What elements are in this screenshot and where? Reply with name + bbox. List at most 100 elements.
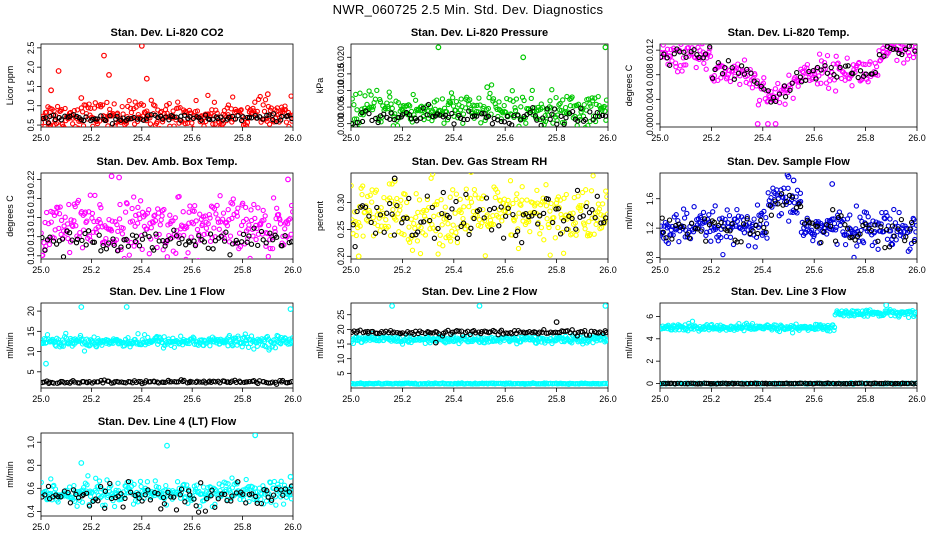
data-point	[378, 205, 384, 211]
data-point	[883, 209, 889, 216]
data-point	[157, 222, 163, 228]
data-point	[830, 227, 836, 233]
data-point	[715, 77, 721, 84]
x-tick-label: 25.0	[651, 265, 669, 275]
data-point	[499, 214, 506, 220]
data-point	[214, 202, 220, 209]
data-point	[397, 207, 403, 213]
data-point	[109, 121, 116, 127]
data-point	[702, 51, 709, 57]
data-point	[729, 68, 736, 74]
chart-title: Stan. Dev. Amb. Box Temp.	[97, 156, 238, 168]
data-point	[47, 234, 53, 240]
data-point	[744, 66, 750, 73]
data-point	[388, 101, 394, 107]
data-point	[603, 329, 608, 336]
data-point	[171, 344, 178, 350]
x-tick-label: 25.6	[183, 133, 201, 143]
data-point	[62, 214, 68, 220]
data-point	[809, 220, 815, 226]
data-point	[482, 253, 488, 259]
data-point	[773, 98, 779, 105]
data-point	[831, 380, 837, 387]
data-point	[287, 216, 293, 222]
x-tick-label: 26.0	[284, 522, 302, 532]
data-point	[132, 223, 138, 229]
data-point	[561, 195, 567, 201]
data-point	[193, 379, 199, 386]
data-point	[707, 46, 713, 52]
data-point	[253, 236, 259, 243]
data-point	[735, 213, 742, 219]
data-point	[569, 108, 576, 115]
data-point	[164, 254, 170, 259]
data-point	[537, 231, 543, 237]
data-point	[238, 222, 245, 229]
y-tick-label: 0.8	[645, 251, 655, 264]
data-point	[126, 98, 132, 104]
data-point	[768, 89, 774, 95]
data-point	[219, 216, 226, 222]
data-point	[832, 238, 839, 244]
data-point	[512, 105, 518, 111]
data-point	[263, 243, 269, 249]
data-point	[513, 96, 520, 102]
data-point	[134, 220, 141, 226]
data-point	[91, 239, 98, 245]
data-point	[910, 44, 915, 45]
y-axis-label: percent	[315, 200, 325, 231]
data-point	[582, 116, 588, 123]
data-point	[286, 489, 293, 495]
y-tick-label: 0.010	[336, 79, 346, 102]
data-point	[395, 99, 401, 106]
data-point	[174, 479, 181, 485]
data-point	[509, 122, 515, 127]
data-point	[754, 78, 761, 84]
chart-title: Stan. Dev. Li-820 CO2	[111, 27, 224, 39]
x-tick-label: 25.4	[133, 133, 151, 143]
data-point	[466, 231, 472, 238]
data-point	[818, 67, 824, 73]
data-point	[557, 100, 563, 107]
data-point	[718, 234, 724, 241]
data-point	[889, 223, 896, 229]
data-point	[385, 223, 391, 230]
data-point	[250, 105, 256, 112]
plot-frame	[40, 43, 294, 128]
data-point	[490, 96, 497, 102]
data-point	[384, 103, 391, 110]
data-point	[41, 115, 46, 122]
data-point	[69, 121, 76, 127]
data-point	[50, 238, 57, 244]
data-point	[544, 216, 550, 222]
data-point	[912, 48, 917, 54]
data-point	[478, 120, 484, 126]
data-point	[813, 76, 819, 82]
data-points	[41, 433, 293, 515]
data-point	[289, 118, 293, 124]
data-point	[729, 220, 735, 227]
data-point	[512, 107, 519, 114]
data-point	[187, 492, 193, 498]
data-point	[267, 230, 273, 236]
data-point	[54, 103, 61, 110]
data-point	[671, 51, 677, 57]
data-point	[768, 99, 774, 105]
data-point	[462, 132, 466, 136]
data-point	[471, 113, 478, 119]
data-point-outlier	[287, 306, 293, 312]
data-point	[247, 255, 253, 259]
data-point	[831, 324, 838, 331]
data-point	[55, 493, 61, 500]
data-point	[715, 222, 722, 229]
data-point	[52, 342, 58, 348]
data-point	[413, 214, 419, 220]
data-point	[526, 329, 533, 335]
data-point	[594, 109, 600, 116]
data-point	[421, 219, 427, 225]
data-point	[898, 44, 904, 47]
data-point	[550, 219, 556, 226]
data-point	[681, 62, 687, 68]
x-tick-label: 25.6	[496, 133, 514, 143]
data-point	[122, 495, 128, 502]
